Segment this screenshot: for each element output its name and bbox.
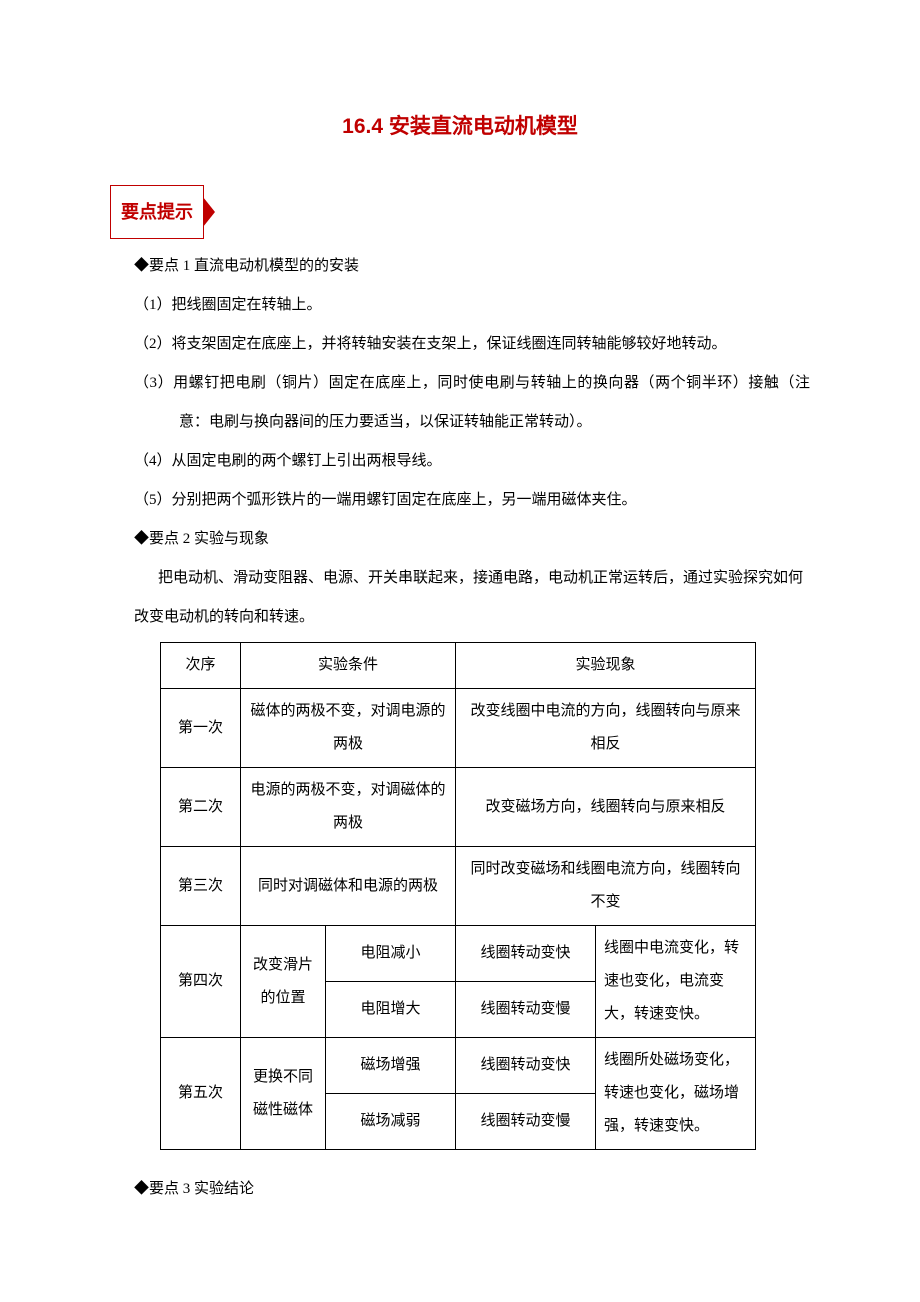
- th-condition: 实验条件: [241, 643, 456, 689]
- cell-phen-a1: 线圈转动变快: [456, 926, 596, 982]
- point1-item-2-text: （2）将支架固定在底座上，并将转轴安装在支架上，保证线圈连同转轴能够较好地转动。: [134, 336, 727, 352]
- cell-condition: 同时对调磁体和电源的两极: [241, 847, 456, 926]
- point1-item-3-text: （3）用螺钉把电刷（铜片）固定在底座上，同时使电刷与转轴上的换向器（两个铜半环）…: [134, 375, 810, 430]
- table-row: 第五次 更换不同磁性磁体 磁场增强 线圈转动变快 线圈所处磁场变化，转速也变化，…: [161, 1038, 756, 1094]
- page-title: 16.4 安装直流电动机模型: [110, 100, 810, 155]
- section-badge: 要点提示: [110, 185, 810, 240]
- cell-phen-a2: 线圈转动变慢: [456, 1094, 596, 1150]
- cell-cond-b1: 电阻减小: [326, 926, 456, 982]
- cell-phen-a2: 线圈转动变慢: [456, 982, 596, 1038]
- cell-order: 第一次: [161, 689, 241, 768]
- table-row: 第四次 改变滑片的位置 电阻减小 线圈转动变快 线圈中电流变化，转速也变化，电流…: [161, 926, 756, 982]
- cell-order: 第二次: [161, 768, 241, 847]
- point1-item-4: （4）从固定电刷的两个螺钉上引出两根导线。: [110, 442, 810, 481]
- cell-order: 第五次: [161, 1038, 241, 1150]
- badge-arrow-icon: [203, 197, 215, 227]
- th-order: 次序: [161, 643, 241, 689]
- table-row: 第三次 同时对调磁体和电源的两极 同时改变磁场和线圈电流方向，线圈转向不变: [161, 847, 756, 926]
- point1-item-2: （2）将支架固定在底座上，并将转轴安装在支架上，保证线圈连同转轴能够较好地转动。: [110, 325, 810, 364]
- cell-condition: 电源的两极不变，对调磁体的两极: [241, 768, 456, 847]
- cell-phen-b: 线圈中电流变化，转速也变化，电流变大，转速变快。: [596, 926, 756, 1038]
- cell-phen-b: 线圈所处磁场变化，转速也变化，磁场增强，转速变快。: [596, 1038, 756, 1150]
- point1-item-5: （5）分别把两个弧形铁片的一端用螺钉固定在底座上，另一端用磁体夹住。: [110, 481, 810, 520]
- cell-cond-a: 改变滑片的位置: [241, 926, 326, 1038]
- th-phenomenon: 实验现象: [456, 643, 756, 689]
- point1-header: ◆要点 1 直流电动机模型的的安装: [110, 247, 810, 286]
- badge-box: 要点提示: [110, 185, 204, 240]
- table-row: 第一次 磁体的两极不变，对调电源的两极 改变线圈中电流的方向，线圈转向与原来相反: [161, 689, 756, 768]
- cell-phenomenon: 改变线圈中电流的方向，线圈转向与原来相反: [456, 689, 756, 768]
- cell-cond-a: 更换不同磁性磁体: [241, 1038, 326, 1150]
- experiment-table: 次序 实验条件 实验现象 第一次 磁体的两极不变，对调电源的两极 改变线圈中电流…: [160, 642, 756, 1150]
- point3-header: ◆要点 3 实验结论: [110, 1170, 810, 1209]
- point2-header: ◆要点 2 实验与现象: [110, 520, 810, 559]
- title-number: 16.4: [342, 115, 383, 138]
- cell-order: 第三次: [161, 847, 241, 926]
- table-row-header: 次序 实验条件 实验现象: [161, 643, 756, 689]
- point2-intro-a-text: 把电动机、滑动变阻器、电源、开关串联起来，接通电路，电动机正常运转后，通过实验探…: [158, 570, 803, 586]
- table-row: 第二次 电源的两极不变，对调磁体的两极 改变磁场方向，线圈转向与原来相反: [161, 768, 756, 847]
- cell-cond-b1: 磁场增强: [326, 1038, 456, 1094]
- point2-intro-b: 改变电动机的转向和转速。: [110, 598, 810, 637]
- point1-item-3: （3）用螺钉把电刷（铜片）固定在底座上，同时使电刷与转轴上的换向器（两个铜半环）…: [110, 364, 810, 442]
- cell-condition: 磁体的两极不变，对调电源的两极: [241, 689, 456, 768]
- cell-order: 第四次: [161, 926, 241, 1038]
- title-text: 安装直流电动机模型: [389, 115, 578, 138]
- cell-phenomenon: 改变磁场方向，线圈转向与原来相反: [456, 768, 756, 847]
- cell-phen-a1: 线圈转动变快: [456, 1038, 596, 1094]
- cell-cond-b2: 磁场减弱: [326, 1094, 456, 1150]
- cell-phenomenon: 同时改变磁场和线圈电流方向，线圈转向不变: [456, 847, 756, 926]
- cell-cond-b2: 电阻增大: [326, 982, 456, 1038]
- point1-item-1: （1）把线圈固定在转轴上。: [110, 286, 810, 325]
- point2-intro-a: 把电动机、滑动变阻器、电源、开关串联起来，接通电路，电动机正常运转后，通过实验探…: [110, 559, 810, 598]
